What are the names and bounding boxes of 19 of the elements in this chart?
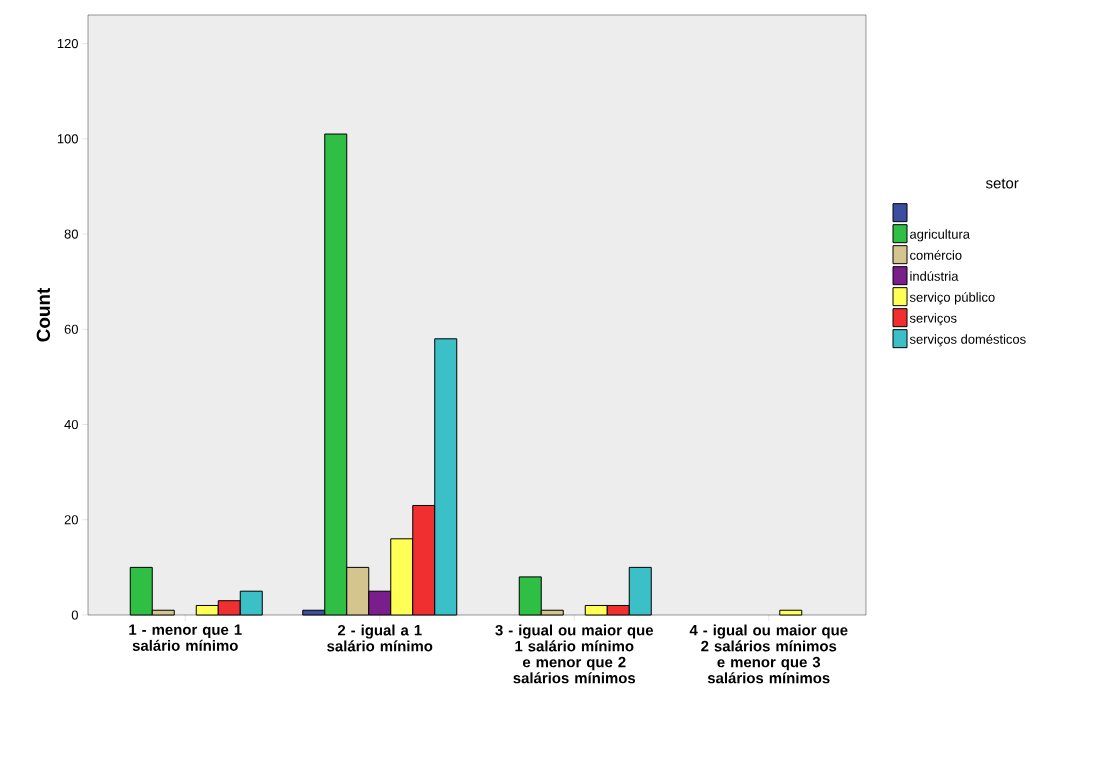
legend-label: serviços [909, 313, 957, 326]
x-tick-label: 4 - igual ou maior que 2 salários mínimos e menor que 3 salários mínimos [689, 624, 848, 684]
x-tick-label: 1 - menor que 1 salário mínimo [129, 624, 242, 651]
y-tick-label: 0 [71, 610, 78, 620]
x-tick-label: 2 - igual a 1 salário mínimo [327, 624, 433, 652]
y-tick-label: 20 [64, 515, 78, 525]
y-tick-label: 60 [64, 324, 78, 334]
legend-label: indústria [910, 271, 959, 281]
y-tick-label: 120 [57, 38, 78, 49]
legend-label: agricultura [910, 229, 970, 242]
legend-title: setor [985, 178, 1019, 189]
y-tick-label: 80 [64, 229, 78, 239]
legend-label: comércio [910, 250, 962, 260]
legend-label: serviço público [909, 292, 995, 305]
y-tick-label: 100 [57, 134, 78, 144]
x-tick-label: 3 - igual ou maior que 1 salário mínimo e menor que 2 salários mínimos [495, 624, 654, 684]
y-tick-label: 40 [64, 419, 78, 430]
legend-label: serviços domésticos [909, 334, 1026, 347]
y-axis-title: Count [36, 287, 51, 342]
